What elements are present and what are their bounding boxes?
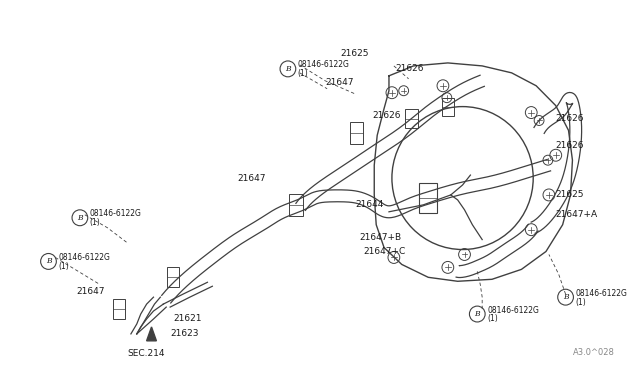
Text: A3.0^028: A3.0^028 (573, 348, 614, 357)
Bar (419, 183, 437, 213)
Text: (1): (1) (487, 314, 498, 324)
Text: 21647: 21647 (237, 174, 266, 183)
Text: (1): (1) (90, 218, 100, 227)
Text: 21625: 21625 (556, 190, 584, 199)
Bar (404, 109, 419, 128)
Bar (167, 267, 179, 287)
Bar (442, 98, 454, 116)
Text: B: B (45, 257, 51, 266)
Text: 21626: 21626 (396, 64, 424, 73)
Text: B: B (474, 310, 480, 318)
Bar (113, 299, 125, 319)
Text: B: B (77, 214, 83, 222)
Text: 21647+B: 21647+B (360, 233, 402, 242)
Text: B: B (285, 65, 291, 73)
Text: SEC.214: SEC.214 (128, 349, 165, 358)
Text: 21626: 21626 (556, 141, 584, 150)
Text: (1): (1) (575, 298, 586, 307)
Text: 21626: 21626 (556, 114, 584, 123)
Text: 21647+C: 21647+C (364, 247, 406, 256)
Polygon shape (147, 327, 156, 341)
Text: 21647: 21647 (76, 287, 104, 296)
Bar (349, 122, 364, 144)
Text: 21621: 21621 (173, 314, 202, 324)
Text: 21647: 21647 (325, 78, 354, 87)
Text: 21647+A: 21647+A (556, 210, 598, 219)
Text: 21625: 21625 (340, 48, 369, 58)
Text: 21623: 21623 (170, 329, 198, 339)
Text: (1): (1) (58, 262, 69, 271)
Text: 21644: 21644 (356, 201, 384, 209)
Text: B: B (563, 293, 568, 301)
Text: 08146-6122G: 08146-6122G (575, 289, 627, 298)
Text: 21626: 21626 (372, 111, 401, 120)
Text: (1): (1) (298, 69, 308, 78)
Text: 08146-6122G: 08146-6122G (90, 209, 141, 218)
Bar (289, 194, 303, 216)
Text: 08146-6122G: 08146-6122G (487, 305, 539, 315)
Text: 08146-6122G: 08146-6122G (298, 60, 349, 70)
Text: 08146-6122G: 08146-6122G (58, 253, 110, 262)
